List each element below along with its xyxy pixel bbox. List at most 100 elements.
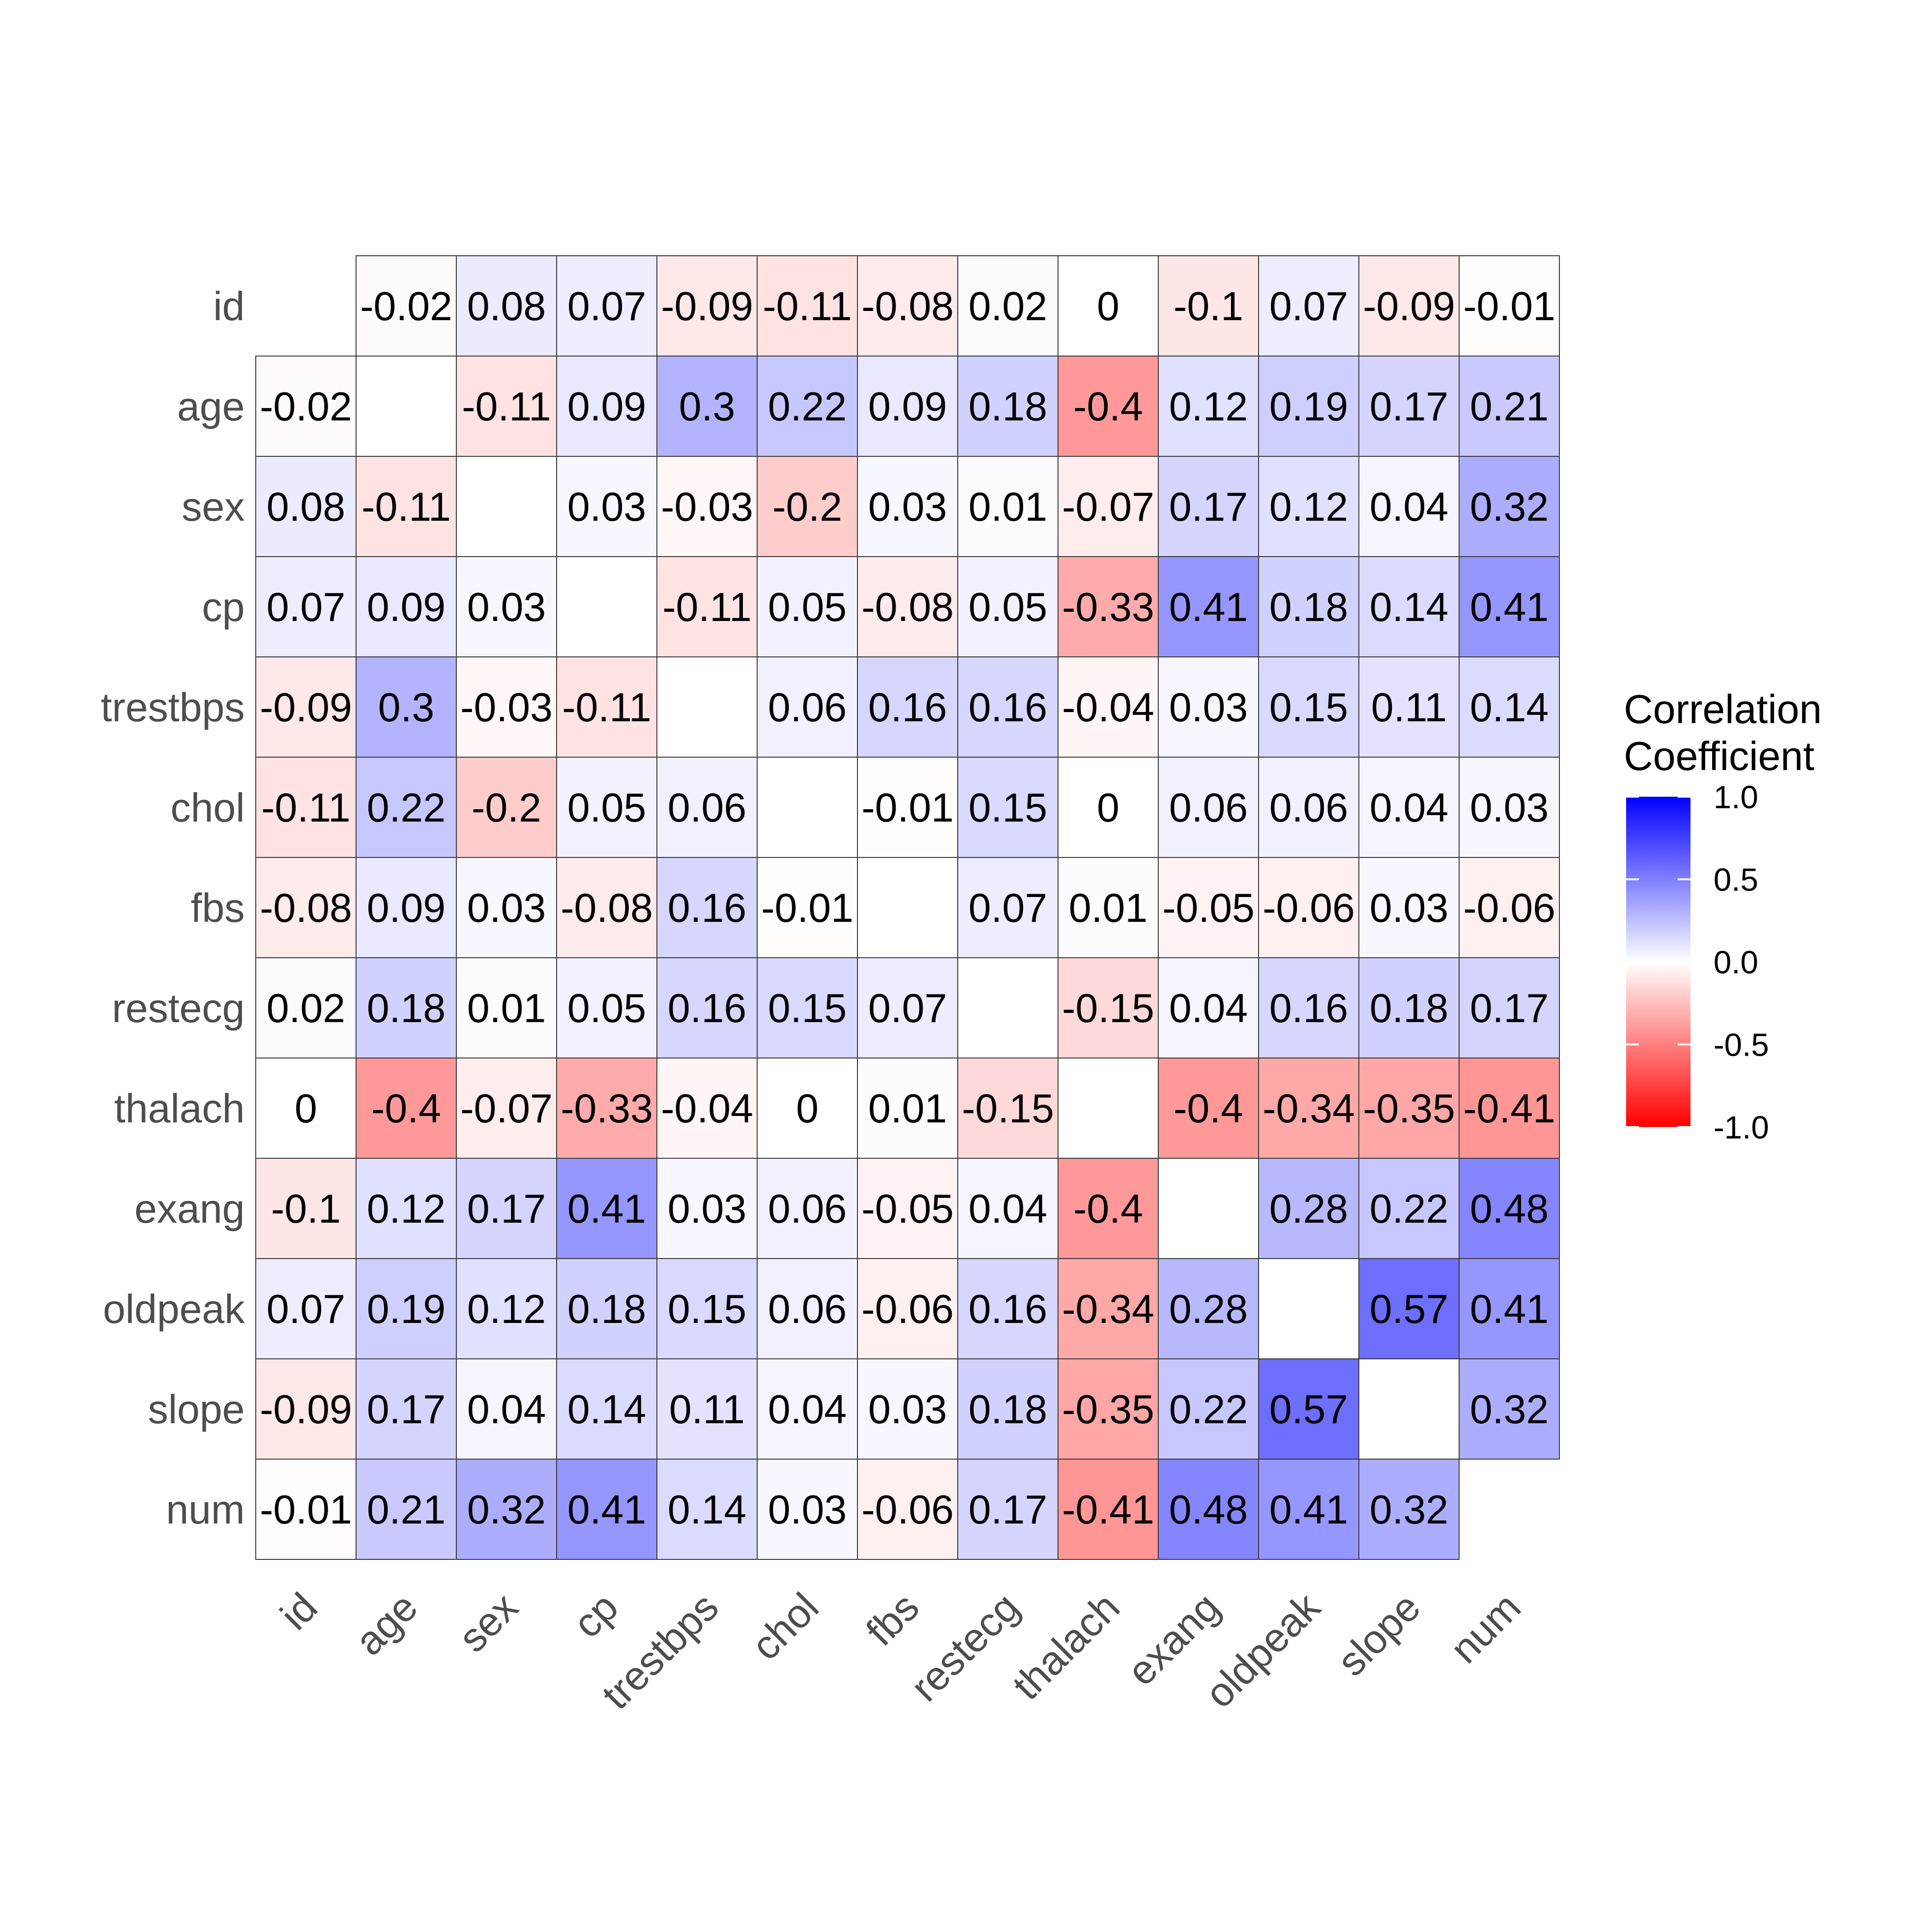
heatmap-cell-thalach-exang (1158, 1058, 1259, 1159)
heatmap-cell-id-sex (456, 255, 557, 356)
heatmap-cell-thalach-slope (1358, 1058, 1460, 1159)
heatmap-cell-age-thalach (1058, 356, 1159, 457)
heatmap-cell-fbs-id (255, 857, 356, 958)
heatmap-cell-slope-num (1459, 1358, 1560, 1460)
x-tick-label-slope: slope (1328, 1584, 1429, 1685)
heatmap-cell-fbs-oldpeak (1258, 857, 1359, 958)
heatmap-cell-age-oldpeak (1258, 356, 1359, 457)
heatmap-cell-oldpeak-id (255, 1258, 356, 1359)
cell-label-chol-slope: 0.04 (1369, 785, 1448, 830)
heatmap-cell-restecg-thalach (1058, 957, 1159, 1058)
cell-label-trestbps-oldpeak: 0.15 (1269, 684, 1348, 730)
cell-label-oldpeak-sex: 0.12 (467, 1286, 546, 1332)
legend-title-line-1: Correlation (1624, 686, 1822, 732)
heatmap-cell-cp-slope (1358, 556, 1460, 657)
heatmap-cell-age-num (1459, 356, 1560, 457)
y-tick-label-exang: exang (134, 1186, 245, 1231)
heatmap-cell-num-trestbps (656, 1459, 758, 1560)
heatmap-cell-id-thalach (1058, 255, 1159, 356)
cell-label-restecg-chol: 0.15 (768, 985, 846, 1031)
cell-label-exang-chol: 0.06 (768, 1186, 846, 1231)
cell-label-cp-chol: 0.05 (768, 584, 846, 630)
cell-label-fbs-exang: -0.05 (1162, 885, 1255, 931)
heatmap-cells (255, 255, 1560, 1560)
cell-label-exang-sex: 0.17 (467, 1186, 546, 1231)
cell-label-age-exang: 0.12 (1169, 384, 1248, 429)
heatmap-cell-sex-slope (1358, 456, 1460, 557)
heatmap-cell-chol-slope (1358, 757, 1460, 858)
heatmap-cell-chol-num (1459, 757, 1560, 858)
heatmap-cell-age-trestbps (656, 356, 758, 457)
heatmap-cell-restecg-sex (456, 957, 557, 1058)
heatmap-cell-num-restecg (957, 1459, 1058, 1560)
cell-label-restecg-cp: 0.05 (567, 985, 646, 1031)
cell-label-sex-exang: 0.17 (1169, 484, 1248, 529)
cell-label-exang-fbs: -0.05 (862, 1186, 954, 1231)
heatmap-cell-oldpeak-thalach (1058, 1258, 1159, 1359)
cell-label-cp-age: 0.09 (367, 584, 445, 630)
cell-label-thalach-chol: 0 (796, 1086, 819, 1131)
cell-label-thalach-fbs: 0.01 (868, 1086, 947, 1131)
y-tick-label-fbs: fbs (191, 885, 245, 931)
heatmap-cell-cp-restecg (957, 556, 1058, 657)
cell-label-restecg-sex: 0.01 (467, 985, 546, 1031)
heatmap-cell-oldpeak-chol (757, 1258, 858, 1359)
cell-label-trestbps-fbs: 0.16 (868, 684, 947, 730)
cell-label-thalach-num: -0.41 (1463, 1086, 1556, 1131)
cell-label-restecg-thalach: -0.15 (1062, 985, 1155, 1031)
heatmap-cell-chol-exang (1158, 757, 1259, 858)
heatmap-cell-restecg-fbs (857, 957, 958, 1058)
heatmap-cell-restecg-oldpeak (1258, 957, 1359, 1058)
heatmap-cell-exang-age (356, 1158, 457, 1259)
legend-tick-label-0: 1.0 (1714, 779, 1758, 815)
cell-label-trestbps-cp: -0.11 (562, 684, 651, 730)
cell-label-thalach-age: -0.4 (371, 1086, 441, 1131)
cell-label-sex-restecg: 0.01 (968, 484, 1047, 529)
cell-label-slope-cp: 0.14 (567, 1386, 646, 1432)
heatmap-cell-cp-exang (1158, 556, 1259, 657)
cell-label-exang-id: -0.1 (271, 1186, 341, 1231)
heatmap-cell-oldpeak-sex (456, 1258, 557, 1359)
heatmap-cell-restecg-age (356, 957, 457, 1058)
heatmap-cell-age-chol (757, 356, 858, 457)
cell-label-id-slope: -0.09 (1363, 283, 1455, 329)
legend-tick-label-3: -0.5 (1714, 1027, 1769, 1063)
cell-label-id-chol: -0.11 (763, 283, 852, 329)
heatmap-cell-age-cp (556, 356, 657, 457)
cell-label-exang-slope: 0.22 (1369, 1186, 1448, 1231)
cell-label-num-fbs: -0.06 (862, 1487, 954, 1532)
cell-label-age-trestbps: 0.3 (679, 384, 735, 429)
x-tick-label-id: id (271, 1584, 326, 1638)
cell-label-age-fbs: 0.09 (868, 384, 947, 429)
cell-label-cp-exang: 0.41 (1169, 584, 1248, 630)
x-tick-label-sex: sex (450, 1584, 527, 1661)
heatmap-cell-chol-trestbps (656, 757, 758, 858)
heatmap-cell-fbs-age (356, 857, 457, 958)
cell-label-age-chol: 0.22 (768, 384, 846, 429)
cell-label-id-restecg: 0.02 (968, 283, 1047, 329)
heatmap-cell-thalach-chol (757, 1058, 858, 1159)
cell-label-restecg-trestbps: 0.16 (667, 985, 746, 1031)
y-tick-label-trestbps: trestbps (101, 684, 245, 730)
cell-label-restecg-exang: 0.04 (1169, 985, 1248, 1031)
cell-label-sex-id: 0.08 (266, 484, 345, 529)
heatmap-cell-labels: -0.02 0.08 0.07 -0.09 -0.11 -0.08 0.02 0 -0.1 0.0… (260, 283, 1556, 1532)
cell-label-chol-thalach: 0 (1097, 785, 1120, 830)
heatmap-cell-age-restecg (957, 356, 1058, 457)
heatmap-cell-chol-restecg (957, 757, 1058, 858)
heatmap-cell-chol-fbs (857, 757, 958, 858)
cell-label-thalach-sex: -0.07 (460, 1086, 553, 1131)
cell-label-exang-trestbps: 0.03 (667, 1186, 746, 1231)
cell-label-fbs-sex: 0.03 (467, 885, 546, 931)
cell-label-fbs-cp: -0.08 (561, 885, 653, 931)
cell-label-age-id: -0.02 (260, 384, 352, 429)
cell-label-oldpeak-cp: 0.18 (567, 1286, 646, 1332)
cell-label-trestbps-age: 0.3 (378, 684, 434, 730)
heatmap-cell-trestbps-cp (556, 656, 657, 758)
cell-label-thalach-exang: -0.4 (1173, 1086, 1243, 1131)
y-tick-label-num: num (166, 1487, 245, 1532)
cell-label-oldpeak-chol: 0.06 (768, 1286, 846, 1332)
cell-label-age-slope: 0.17 (1369, 384, 1448, 429)
heatmap-cell-cp-sex (456, 556, 557, 657)
